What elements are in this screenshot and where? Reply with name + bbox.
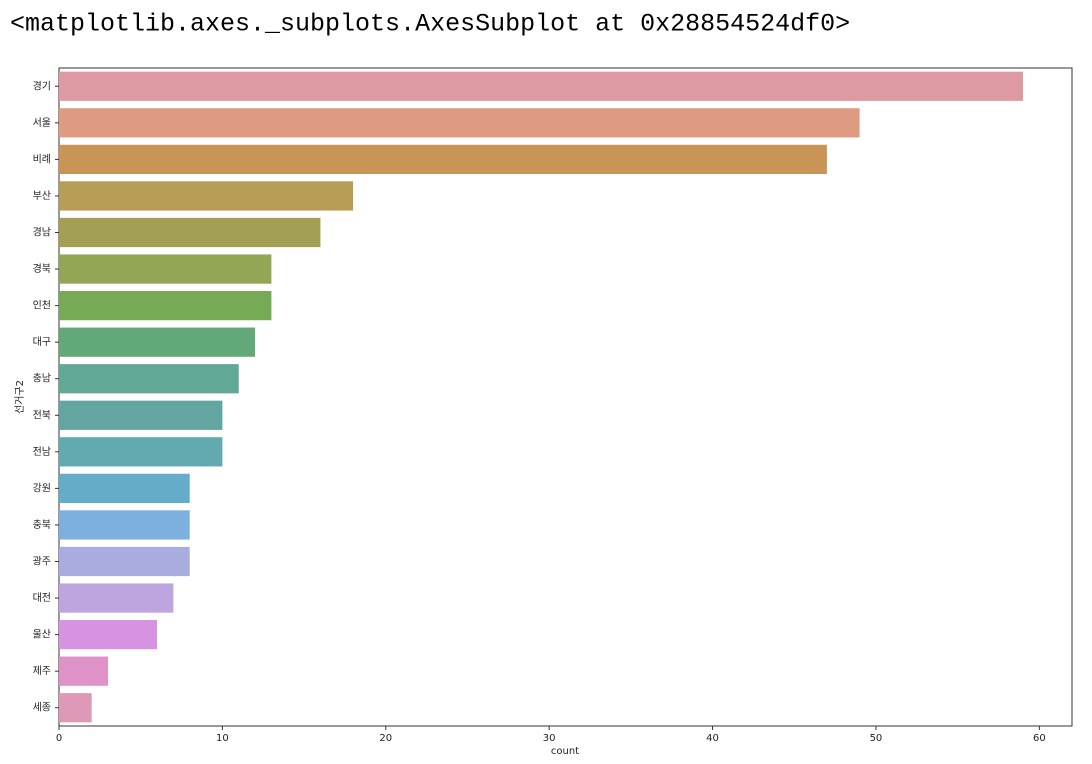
axes-frame: [58, 67, 1073, 727]
bar: [59, 583, 174, 613]
output-text: <matplotlib.axes._subplots.AxesSubplot a…: [10, 10, 850, 39]
bar: [59, 71, 1023, 101]
y-tick-label: 울산: [33, 629, 51, 641]
y-tick-label: 세종: [33, 702, 51, 714]
x-tick-label: 30: [543, 733, 556, 744]
bar: [59, 473, 190, 504]
y-tick-label: 강원: [33, 482, 51, 494]
bar: [59, 181, 354, 211]
y-tick-label: 충북: [33, 519, 51, 531]
y-tick-label: 경남: [33, 226, 51, 239]
x-axis-label: count: [551, 746, 579, 757]
bar: [59, 400, 223, 430]
y-tick-label: 경북: [33, 262, 51, 275]
y-tick-label: 전북: [33, 409, 51, 421]
bar: [59, 290, 272, 321]
y-tick-label: 서울: [33, 117, 51, 129]
bar: [59, 327, 256, 357]
x-tick-label: 10: [216, 733, 229, 744]
x-tick-label: 0: [56, 733, 62, 744]
x-tick-label: 60: [1033, 733, 1046, 744]
x-tick-label: 40: [706, 733, 719, 744]
y-tick-label: 비례: [33, 153, 51, 165]
bar: [59, 656, 109, 686]
bar: [59, 364, 239, 394]
y-tick-label: 전남: [33, 446, 51, 458]
x-tick-label: 50: [870, 733, 883, 744]
bar: [59, 254, 272, 284]
y-axis-label: 선거구2: [14, 380, 26, 414]
bar: [59, 217, 321, 248]
bar: [59, 510, 190, 540]
y-tick-label: 경기: [33, 79, 51, 92]
y-tick-label: 부산: [33, 190, 51, 202]
y-tick-label: 대전: [33, 592, 51, 604]
y-tick-label: 대구: [33, 336, 51, 348]
y-tick-label: 제주: [33, 665, 51, 677]
bar: [59, 108, 860, 138]
bar: [59, 546, 190, 577]
y-tick-label: 광주: [33, 556, 51, 568]
bar: [59, 144, 827, 175]
y-tick-label: 인천: [33, 300, 51, 312]
y-tick-label: 충남: [33, 373, 51, 385]
bar: [59, 619, 158, 650]
x-tick-label: 20: [379, 733, 392, 744]
bar: [59, 437, 223, 467]
bar: [59, 693, 92, 723]
